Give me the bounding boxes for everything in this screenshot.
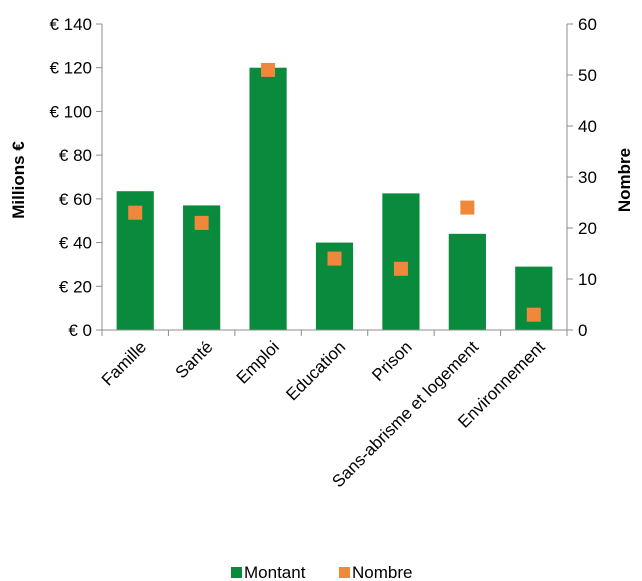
- right-tick-label: 60: [578, 15, 597, 34]
- left-tick-label: € 120: [49, 59, 92, 78]
- right-tick-label: 30: [578, 168, 597, 187]
- left-tick-label: € 100: [49, 102, 92, 121]
- marker-education: [327, 251, 342, 266]
- right-axis: 0 10 20 30 40 50 60: [566, 15, 597, 340]
- right-tick-label: 20: [578, 219, 597, 238]
- x-tick-label-emploi: Emploi: [233, 337, 283, 387]
- left-axis: € 0 € 20 € 40 € 60 € 80 € 100 € 120 € 140: [49, 15, 103, 340]
- x-tick-label-famille: Famille: [98, 337, 150, 389]
- legend-label-nombre: Nombre: [352, 563, 412, 581]
- marker-environnement: [526, 307, 541, 322]
- left-tick-label: € 0: [68, 321, 92, 340]
- left-tick-label: € 80: [59, 146, 92, 165]
- right-tick-label: 50: [578, 66, 597, 85]
- x-axis: Famille Santé Emploi Education PrisonSans-ab…: [98, 329, 568, 491]
- legend-swatch-nombre: [339, 567, 350, 578]
- x-tick-label-education: Education: [282, 337, 349, 404]
- marker-emploi: [261, 62, 276, 77]
- bar-prison: [382, 193, 420, 330]
- right-tick-label: 0: [578, 321, 587, 340]
- legend-swatch-montant: [231, 567, 242, 578]
- x-tick-label-prison: Prison: [368, 337, 416, 385]
- marker-sans-abrisme-et-logement: [460, 200, 475, 215]
- marker-sante: [194, 215, 209, 230]
- left-tick-label: € 140: [49, 15, 92, 34]
- left-tick-label: € 20: [59, 277, 92, 296]
- left-axis-title: Millions €: [9, 141, 28, 219]
- left-tick-label: € 40: [59, 234, 92, 253]
- right-axis-title: Nombre: [615, 148, 634, 212]
- right-tick-label: 10: [578, 270, 597, 289]
- left-tick-label: € 60: [59, 190, 92, 209]
- marker-prison: [393, 261, 408, 276]
- x-tick-label-sante: Santé: [172, 337, 217, 382]
- marker-famille: [128, 205, 143, 220]
- bar-emploi: [249, 67, 287, 330]
- legend-label-montant: Montant: [244, 563, 306, 581]
- bar-sans-abrisme-et-logement: [448, 233, 486, 330]
- right-tick-label: 40: [578, 117, 597, 136]
- plot-area: [116, 62, 553, 330]
- legend: Montant Nombre: [231, 563, 412, 581]
